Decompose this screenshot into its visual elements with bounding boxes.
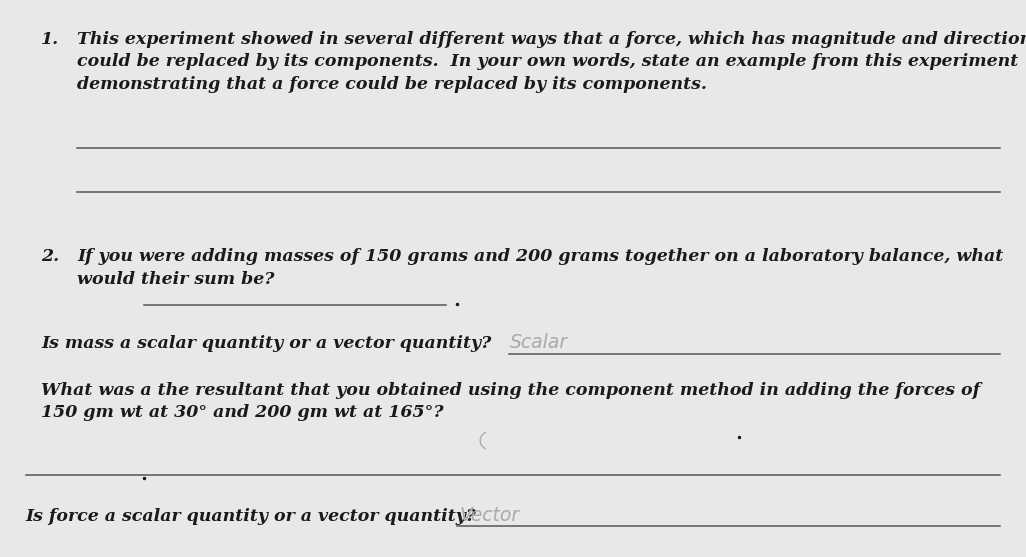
Text: Is mass a scalar quantity or a vector quantity?: Is mass a scalar quantity or a vector qu… <box>41 335 491 352</box>
Text: This experiment showed in several different ways that a force, which has magnitu: This experiment showed in several differ… <box>77 31 1026 94</box>
Text: 2.: 2. <box>41 248 60 265</box>
Text: 1.: 1. <box>41 31 60 48</box>
Text: Scalar: Scalar <box>510 333 568 352</box>
Text: If you were adding masses of 150 grams and 200 grams together on a laboratory ba: If you were adding masses of 150 grams a… <box>77 248 1003 288</box>
Text: Vector: Vector <box>460 506 520 525</box>
Text: What was a the resultant that you obtained using the component method in adding : What was a the resultant that you obtain… <box>41 382 980 422</box>
Text: Is force a scalar quantity or a vector quantity?: Is force a scalar quantity or a vector q… <box>26 509 477 525</box>
